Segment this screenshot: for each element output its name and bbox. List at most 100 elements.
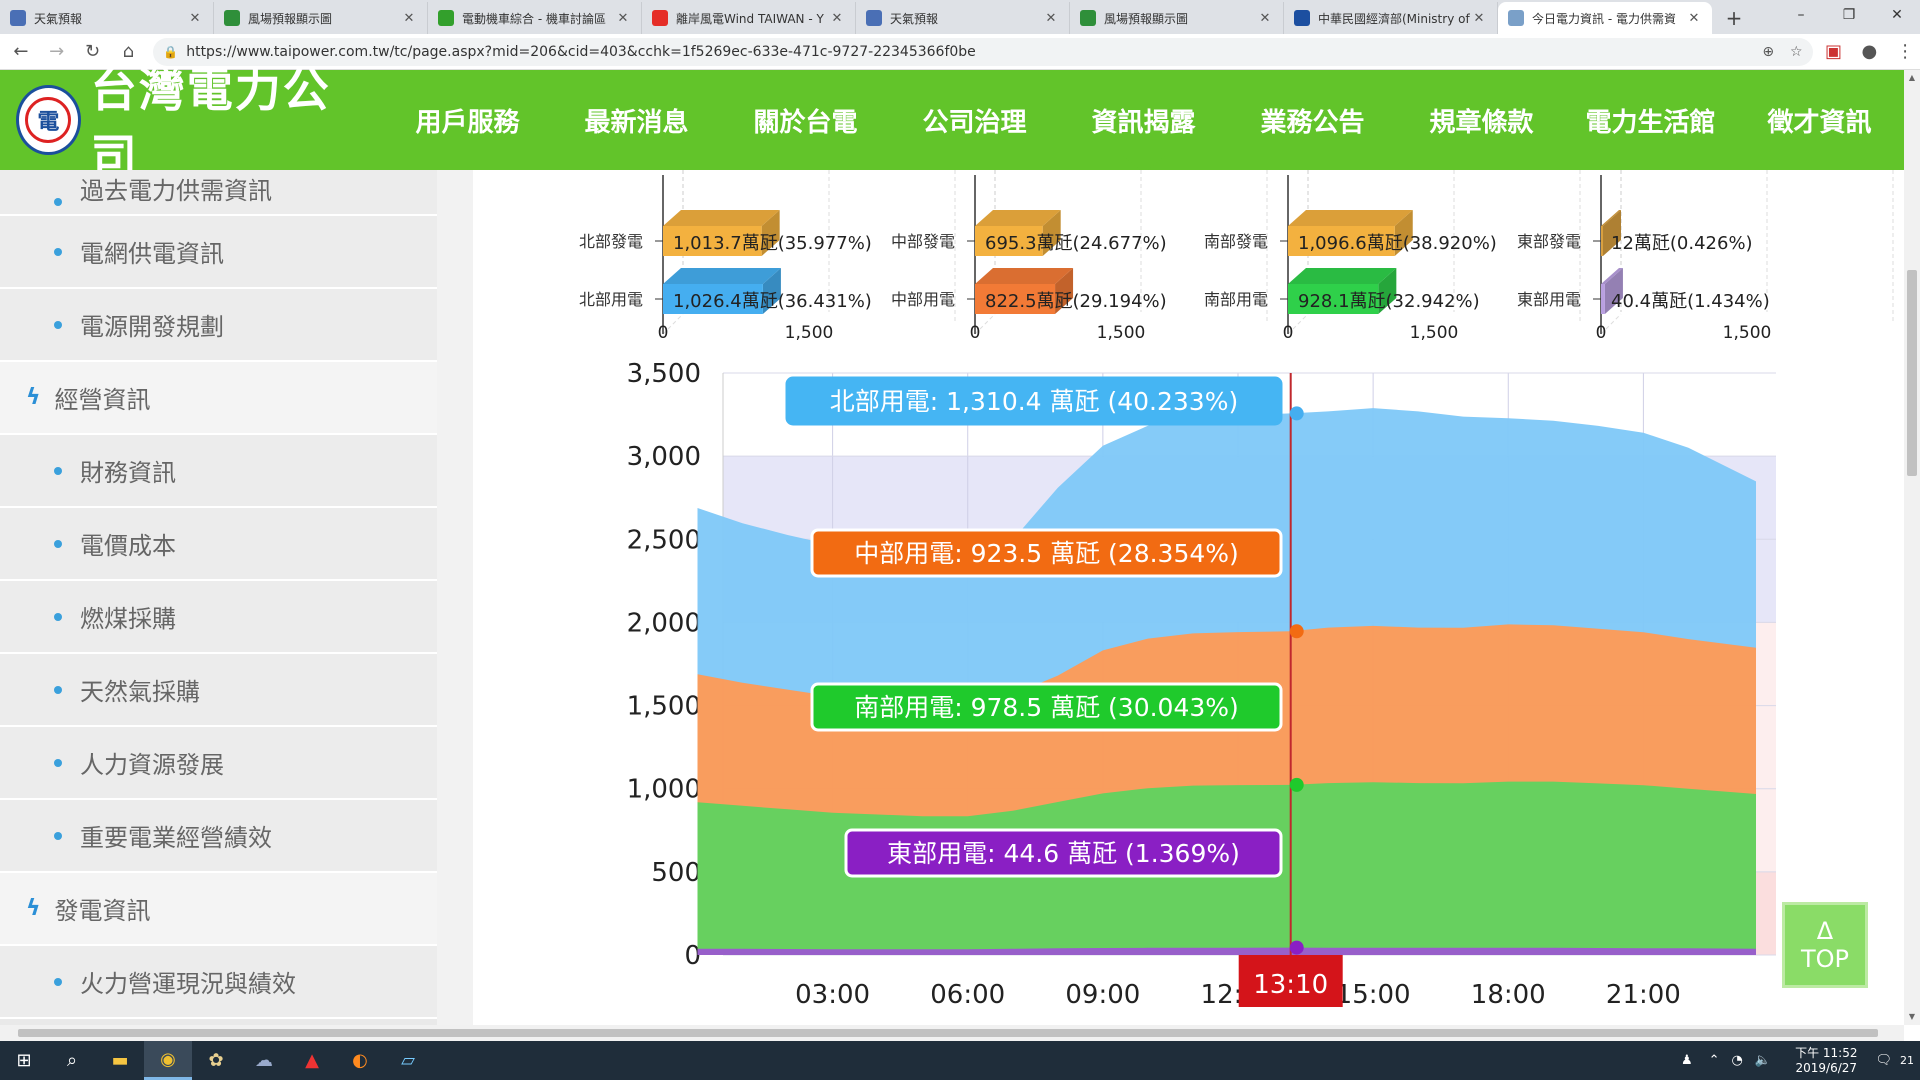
app-icon-3[interactable]: ▲: [305, 1050, 319, 1071]
site-header: 電 台灣電力公司 用戶服務 最新消息 關於台電 公司治理 資訊揭露 業務公告 規章條款 電力生…: [0, 63, 1904, 183]
reload-icon[interactable]: ↻: [84, 41, 101, 62]
bar-side-face: [1394, 210, 1413, 256]
sidebar-item[interactable]: 燃煤採購: [0, 581, 437, 654]
tray-chevron-icon[interactable]: ⌃: [1708, 1053, 1720, 1068]
tab-close-icon[interactable]: ✕: [831, 10, 843, 26]
app-icon-2[interactable]: ☁: [255, 1050, 273, 1071]
bullet-icon: [54, 247, 62, 256]
tab-close-icon[interactable]: ✕: [1045, 10, 1057, 26]
scroll-thumb[interactable]: [1907, 270, 1917, 476]
tab-title: 天氣預報: [34, 11, 83, 26]
profile-avatar-icon[interactable]: ●: [1861, 41, 1878, 62]
system-tray: ♟ ⌃ ◔ 🔈 下午 11:52 2019/6/27 🗨 21: [1671, 1041, 1920, 1080]
tab-close-icon[interactable]: ✕: [189, 10, 201, 26]
restore-icon[interactable]: ❐: [1842, 7, 1856, 23]
menu-icon[interactable]: ⋮: [1896, 41, 1915, 62]
taipower-logo[interactable]: 電 台灣電力公司: [16, 54, 355, 186]
tab-title: 天氣預報: [890, 11, 939, 26]
scroll-up-icon[interactable]: ▲: [1908, 73, 1916, 82]
y-tick-label: 0: [684, 941, 701, 971]
tab-close-icon[interactable]: ✕: [1473, 10, 1485, 26]
sidebar-item[interactable]: 天然氣採購: [0, 654, 437, 727]
sidebar-item[interactable]: 重要電業經營績效: [0, 800, 437, 873]
sidebar-item[interactable]: 火力營運現況與績效: [0, 946, 437, 1019]
chrome-icon[interactable]: ◉: [144, 1041, 192, 1080]
bar-side-face: [1603, 210, 1621, 256]
sidebar-item[interactable]: 電源開發規劃: [0, 289, 437, 362]
y-tick-label: 1,000: [627, 775, 701, 805]
browser-tab[interactable]: 離岸風電Wind TAIWAN - Y ✕: [642, 2, 856, 34]
browser-tab[interactable]: 風場預報顯示圖 ✕: [1070, 2, 1284, 34]
browser-tab[interactable]: 天氣預報 ✕: [856, 2, 1070, 34]
back-icon[interactable]: ←: [13, 41, 29, 62]
bar-top-face: [1601, 268, 1623, 284]
tab-close-icon[interactable]: ✕: [617, 10, 629, 26]
sidebar-item[interactable]: 財務資訊: [0, 435, 437, 508]
home-icon[interactable]: ⌂: [122, 41, 135, 62]
app-icon-4[interactable]: ▱: [401, 1050, 415, 1071]
main-navigation: 用戶服務 最新消息 關於台電 公司治理 資訊揭露 業務公告 規章條款 電力生活館 徵才資訊: [383, 102, 1904, 139]
bullet-icon: [54, 539, 62, 548]
nav-item[interactable]: 最新消息: [584, 107, 689, 138]
tab-favicon-icon: [652, 10, 668, 26]
bar-x-tick-label: 1,500: [785, 323, 834, 343]
sidebar-item[interactable]: 電價成本: [0, 508, 437, 581]
bar-side-face: [1378, 268, 1397, 314]
network-icon[interactable]: ◔: [1731, 1053, 1743, 1068]
sidebar-category[interactable]: ϟ 發電資訊: [0, 873, 437, 946]
file-explorer-icon[interactable]: ▬: [111, 1050, 129, 1071]
windows-start-icon[interactable]: ⊞: [16, 1050, 32, 1071]
nav-item[interactable]: 關於台電: [753, 107, 858, 138]
nav-item[interactable]: 用戶服務: [415, 107, 520, 138]
nav-item[interactable]: 公司治理: [922, 107, 1027, 138]
nav-item[interactable]: 業務公告: [1260, 107, 1365, 138]
nav-item[interactable]: 資訊揭露: [1059, 102, 1228, 139]
horizontal-scrollbar[interactable]: [0, 1025, 1904, 1041]
close-window-icon[interactable]: ✕: [1891, 7, 1903, 23]
forward-icon[interactable]: →: [49, 41, 65, 62]
bar-x-tick-label: 0: [970, 323, 981, 343]
sidebar-item-label: 重要電業經營績效: [80, 824, 272, 852]
bar-category-label: 北部發電: [579, 232, 643, 251]
browser-tab[interactable]: 今日電力資訊 - 電力供需資 ✕: [1498, 2, 1712, 34]
vertical-scrollbar[interactable]: ▲ ▼: [1904, 70, 1920, 1025]
clock[interactable]: 下午 11:52 2019/6/27: [1795, 1046, 1857, 1076]
bullet-icon: [54, 320, 62, 329]
nav-item[interactable]: 徵才資訊: [1767, 107, 1872, 138]
app-icon-1[interactable]: ✿: [208, 1050, 224, 1071]
logo-seal-icon: 電: [16, 85, 81, 155]
minimize-icon[interactable]: –: [1797, 7, 1805, 23]
clock-time: 下午 11:52: [1795, 1045, 1858, 1060]
tab-close-icon[interactable]: ✕: [1688, 10, 1700, 26]
back-to-top-button[interactable]: Δ TOP: [1782, 902, 1868, 988]
zoom-icon[interactable]: ⊕: [1762, 43, 1775, 60]
scroll-down-icon[interactable]: ▼: [1908, 1012, 1916, 1021]
sidebar-item[interactable]: 人力資源發展: [0, 727, 437, 800]
y-tick-label: 1,500: [627, 692, 701, 722]
x-tick-label: 21:00: [1606, 980, 1681, 1010]
firefox-icon[interactable]: ◐: [352, 1050, 368, 1071]
tab-close-icon[interactable]: ✕: [403, 10, 415, 26]
bar-x-tick-label: 0: [658, 323, 669, 343]
bookmark-star-icon[interactable]: ☆: [1790, 43, 1803, 60]
address-bar[interactable]: 🔒 https://www.taipower.com.tw/tc/page.as…: [153, 37, 1813, 66]
browser-tab[interactable]: 電動機車綜合 - 機車討論區 ✕: [428, 2, 642, 34]
search-icon[interactable]: ⌕: [66, 1050, 78, 1071]
tab-title: 離岸風電Wind TAIWAN - Y: [676, 11, 824, 26]
nav-item[interactable]: 電力生活館: [1585, 107, 1716, 138]
hscroll-thumb[interactable]: [18, 1029, 1878, 1037]
extension-icon[interactable]: ▣: [1825, 41, 1843, 62]
people-icon[interactable]: ♟: [1680, 1053, 1693, 1068]
sidebar-item[interactable]: 過去電力供需資訊: [0, 170, 437, 216]
browser-tab[interactable]: 風場預報顯示圖 ✕: [214, 2, 428, 34]
volume-icon[interactable]: 🔈: [1754, 1053, 1772, 1068]
tab-close-icon[interactable]: ✕: [1259, 10, 1271, 26]
sidebar-item-label: 火力營運現況與績效: [80, 970, 296, 998]
browser-tab[interactable]: 天氣預報 ✕: [0, 2, 214, 34]
browser-tab[interactable]: 中華民國經濟部(Ministry of ✕: [1284, 2, 1498, 34]
notification-icon[interactable]: 🗨: [1875, 1053, 1892, 1068]
nav-item[interactable]: 規章條款: [1429, 107, 1534, 138]
sidebar-category[interactable]: ϟ 經營資訊: [0, 362, 437, 435]
sidebar-item[interactable]: 電網供電資訊: [0, 216, 437, 289]
new-tab-button[interactable]: +: [1725, 6, 1743, 30]
